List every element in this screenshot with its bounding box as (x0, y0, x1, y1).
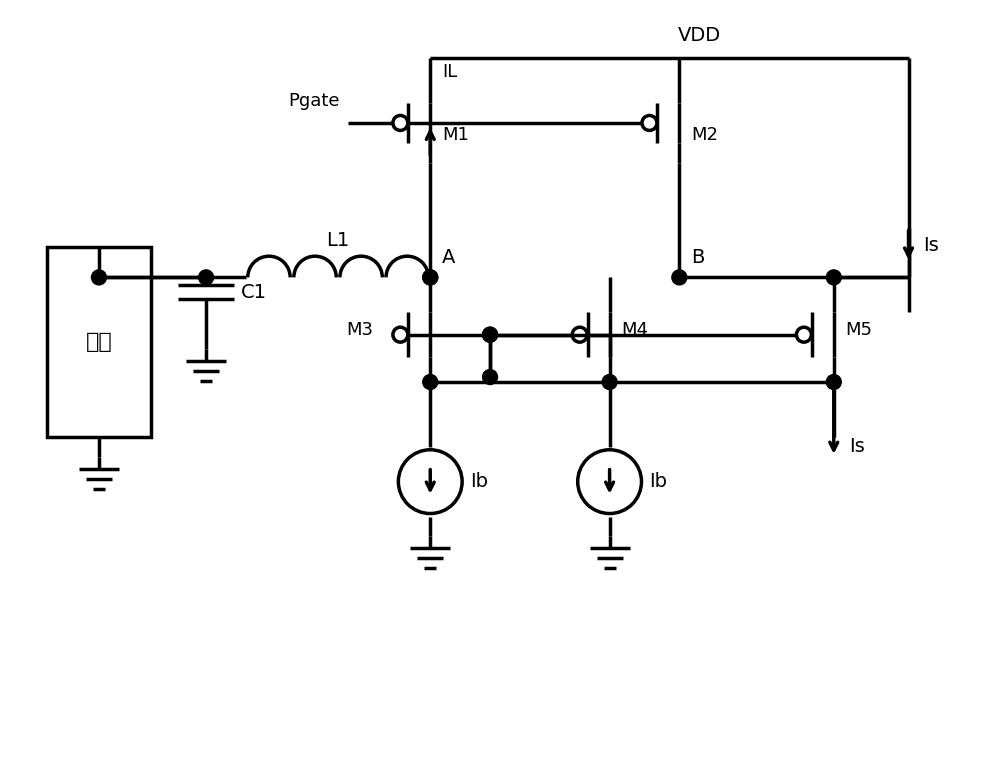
Bar (47, 248, 151, 436)
Text: VDD: VDD (678, 26, 721, 45)
Text: M2: M2 (691, 126, 718, 144)
Text: C1: C1 (241, 283, 267, 302)
Text: 负载: 负载 (86, 332, 112, 352)
Text: L1: L1 (326, 232, 350, 251)
Circle shape (826, 270, 841, 285)
Text: M1: M1 (442, 126, 469, 144)
Text: B: B (691, 249, 705, 268)
Circle shape (672, 270, 687, 285)
Text: Ib: Ib (649, 472, 667, 491)
Text: A: A (442, 249, 456, 268)
Text: Ib: Ib (470, 472, 488, 491)
Text: M4: M4 (622, 321, 649, 339)
Circle shape (91, 270, 106, 285)
Circle shape (423, 374, 438, 390)
Text: M3: M3 (346, 321, 373, 339)
Circle shape (483, 370, 498, 384)
Text: Pgate: Pgate (289, 92, 340, 110)
Circle shape (483, 328, 498, 342)
Text: Is: Is (923, 236, 939, 255)
Circle shape (602, 374, 617, 390)
Text: Is: Is (849, 437, 864, 456)
Text: IL: IL (442, 63, 457, 81)
Text: M5: M5 (846, 321, 873, 339)
Circle shape (483, 328, 498, 342)
Circle shape (423, 270, 438, 285)
Circle shape (199, 270, 214, 285)
Circle shape (826, 374, 841, 390)
Circle shape (423, 270, 438, 285)
